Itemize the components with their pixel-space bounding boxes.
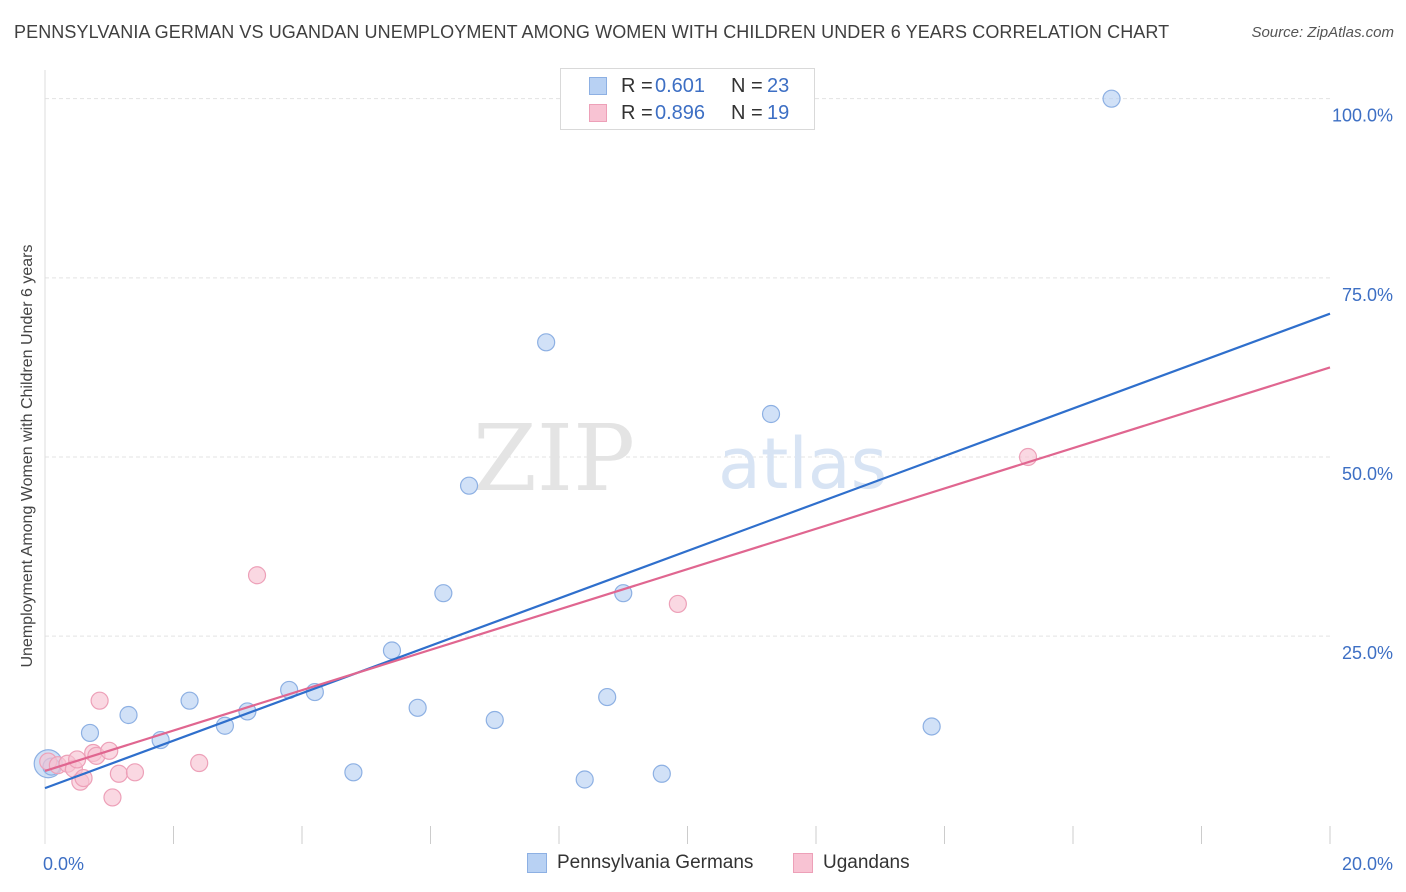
data-point-ugandan (68, 750, 87, 769)
data-point-pennsylvania-german (575, 770, 594, 789)
y-axis-label: Unemployment Among Women with Children U… (19, 244, 36, 668)
x-tick-label: 20.0% (1342, 854, 1393, 874)
data-point-pennsylvania-german (652, 764, 671, 783)
data-point-ugandan (125, 763, 145, 782)
trend-line-pennsylvania-german (44, 312, 1331, 790)
legend-n-value-pink: 19 (767, 102, 790, 124)
legend-swatch-pink (589, 104, 607, 122)
x-tick-label: 0.0% (43, 854, 84, 874)
legend-r-value-blue: 0.601 (655, 75, 706, 97)
chart-source: Source: ZipAtlas.com (1251, 24, 1394, 41)
trend-layer (44, 312, 1331, 790)
watermark-atlas: atlas (718, 423, 887, 505)
tick-label-layer: 100.0% 75.0% 50.0% 25.0% 0.0% 20.0% (43, 106, 1393, 874)
trend-line-ugandan (44, 366, 1331, 772)
data-point-pennsylvania-german (180, 691, 199, 710)
data-point-pennsylvania-german (537, 333, 556, 352)
data-point-pennsylvania-german (80, 723, 100, 743)
legend-r-label: R = (621, 75, 653, 97)
data-point-pennsylvania-german (459, 476, 479, 495)
data-point-pennsylvania-german (119, 705, 138, 725)
watermark-zip: ZIP (473, 405, 635, 512)
y-tick-label: 50.0% (1342, 464, 1393, 484)
legend-swatch-blue (527, 853, 547, 873)
data-point-pennsylvania-german (434, 584, 453, 603)
legend-r-label: R = (621, 102, 653, 124)
y-tick-label: 25.0% (1342, 643, 1393, 663)
legend-n-label: N = (731, 102, 763, 124)
chart-title: PENNSYLVANIA GERMAN VS UGANDAN UNEMPLOYM… (14, 22, 1170, 42)
data-point-pennsylvania-german (408, 698, 427, 717)
watermark: ZIP atlas (473, 405, 887, 512)
data-point-ugandan (668, 594, 687, 614)
y-tick-label: 75.0% (1342, 285, 1393, 305)
legend-swatch-blue (589, 77, 607, 95)
data-point-ugandan (90, 691, 109, 710)
legend-swatch-pink (793, 853, 813, 873)
data-point-ugandan (109, 764, 128, 783)
legend-r-value-pink: 0.896 (655, 102, 706, 124)
data-point-pennsylvania-german (485, 710, 504, 730)
axis-layer (44, 70, 1331, 844)
data-point-pennsylvania-german (598, 687, 617, 707)
correlation-legend: R = 0.601 N = 23 R = 0.896 N = 19 (560, 68, 815, 130)
data-point-pennsylvania-german (922, 717, 941, 736)
grid-layer (45, 98, 1330, 637)
legend-n-label: N = (731, 75, 763, 97)
point-layer (33, 89, 1121, 807)
legend-label-ugandans: Ugandans (823, 852, 910, 873)
data-point-ugandan (247, 566, 267, 585)
data-point-pennsylvania-german (761, 404, 781, 424)
data-point-ugandan (103, 788, 122, 807)
data-point-pennsylvania-german (344, 763, 363, 782)
data-point-pennsylvania-german (1102, 89, 1121, 108)
legend-label-pennsylvania-germans: Pennsylvania Germans (557, 852, 754, 873)
legend-n-value-blue: 23 (767, 75, 790, 97)
data-point-ugandan (190, 753, 209, 773)
y-tick-label: 100.0% (1332, 106, 1393, 126)
data-point-pennsylvania-german (382, 641, 402, 660)
